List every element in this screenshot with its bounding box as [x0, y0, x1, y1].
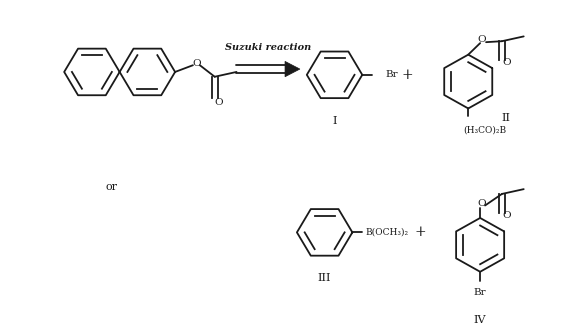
Text: III: III — [318, 273, 331, 284]
Text: O: O — [478, 35, 486, 44]
Text: +: + — [415, 225, 426, 239]
Text: Br: Br — [385, 70, 397, 79]
Text: +: + — [401, 68, 412, 82]
Text: IV: IV — [474, 315, 486, 325]
Text: Br: Br — [474, 288, 487, 297]
Text: O: O — [502, 211, 511, 220]
Text: I: I — [332, 116, 337, 126]
Polygon shape — [285, 61, 300, 77]
Text: O: O — [502, 58, 511, 67]
Text: (H₃CO)₂B: (H₃CO)₂B — [463, 125, 506, 134]
Text: O: O — [214, 98, 223, 107]
Text: II: II — [501, 113, 510, 123]
Text: B(OCH₃)₂: B(OCH₃)₂ — [365, 228, 408, 237]
Text: Suzuki reaction: Suzuki reaction — [225, 43, 311, 52]
Text: O: O — [192, 59, 201, 68]
Text: O: O — [478, 199, 486, 208]
Text: or: or — [106, 182, 118, 192]
